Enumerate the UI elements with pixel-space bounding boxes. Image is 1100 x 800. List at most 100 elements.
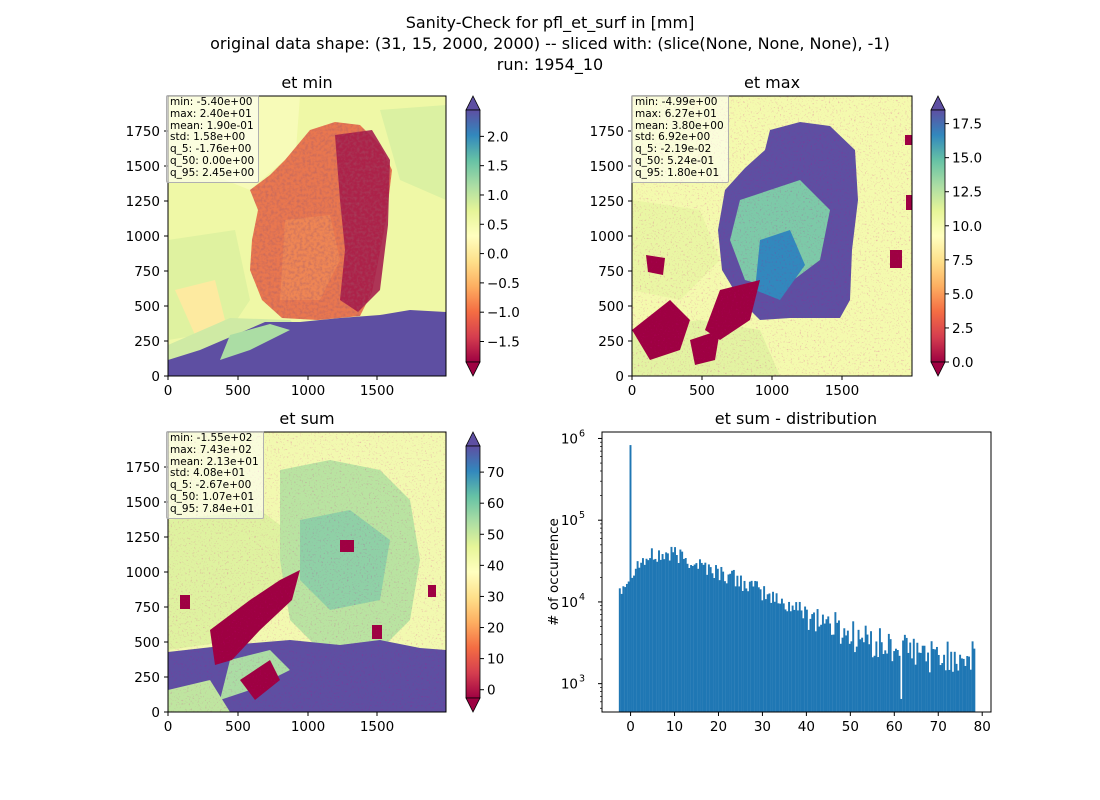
- histogram-bar: [640, 562, 643, 712]
- stat-line: q_95: 1.80e+01: [635, 166, 720, 179]
- histogram-bar: [738, 586, 741, 712]
- histogram-bar: [941, 663, 944, 712]
- y-tick-label: 1000: [126, 565, 160, 581]
- stat-line: min: -4.99e+00: [635, 96, 718, 108]
- histogram-bar: [962, 658, 965, 712]
- histogram-bar: [889, 639, 892, 712]
- histogram-bar: [927, 652, 930, 712]
- histogram-bar: [658, 550, 660, 712]
- colorbar-tick-label: 40: [487, 558, 504, 574]
- stat-line: q_50: 1.07e+01: [170, 490, 255, 503]
- colorbar-tick-label: 7.5: [952, 253, 973, 269]
- histogram-bar: [932, 649, 935, 712]
- histogram-bar: [674, 547, 676, 712]
- histogram-bar: [627, 581, 630, 712]
- heatmap-et-sum: [168, 432, 446, 712]
- histogram-bar: [668, 560, 671, 712]
- histogram-bar: [659, 559, 662, 712]
- suptitle-line-1: Sanity-Check for pfl_et_surf in [mm]: [405, 13, 695, 32]
- colorbar-tick-label: 20: [487, 621, 504, 637]
- histogram-bar: [752, 586, 755, 712]
- histogram-bar: [952, 671, 954, 712]
- histogram-bar: [777, 603, 780, 712]
- histogram-bar: [820, 624, 823, 712]
- x-tick-label: 1500: [360, 719, 394, 735]
- suptitle-line-2: original data shape: (31, 15, 2000, 2000…: [210, 34, 890, 53]
- x-tick-label: 500: [225, 719, 251, 735]
- stat-line: mean: 2.13e+01: [170, 455, 259, 468]
- histogram-bar: [919, 652, 922, 712]
- histogram-bar: [894, 648, 897, 712]
- histogram-bar: [864, 625, 867, 712]
- x-tick-label: 20: [710, 719, 727, 735]
- colorbar-tick-label: 10.0: [952, 219, 982, 235]
- histogram-bar: [736, 575, 739, 712]
- panel-title-distribution: et sum - distribution: [715, 409, 877, 428]
- histogram-bar: [925, 661, 928, 712]
- histogram-bar: [670, 546, 673, 712]
- histogram-bar: [709, 567, 712, 712]
- histogram-bar: [764, 599, 767, 712]
- stat-line: max: 2.40e+01: [170, 107, 252, 120]
- y-tick-label: 10: [561, 677, 578, 693]
- histogram-bar: [953, 651, 956, 712]
- histogram-bar: [855, 646, 858, 712]
- histogram-bar: [811, 614, 814, 712]
- y-tick-label: 0: [615, 369, 624, 385]
- histogram-bar: [903, 634, 906, 712]
- histogram-bar: [757, 587, 760, 712]
- histogram-bar: [805, 609, 808, 712]
- x-tick-label: 0: [164, 383, 173, 399]
- histogram-bar: [966, 656, 969, 712]
- histogram-bar: [807, 629, 810, 712]
- histogram-bar: [829, 623, 832, 712]
- colorbar-tick-label: 12.5: [952, 185, 982, 201]
- y-ticks-et-sum: 0 250 500 750 1000 1250 1500 1750: [126, 460, 168, 721]
- histogram-bar: [880, 642, 883, 712]
- histogram-bar: [706, 574, 709, 712]
- histogram-bar: [739, 575, 742, 712]
- histogram-bar: [711, 573, 714, 712]
- y-tick-label: 500: [598, 299, 624, 315]
- histogram-bar: [823, 623, 826, 712]
- y-tick-exponent: 5: [579, 510, 585, 521]
- histogram-bar: [923, 645, 926, 712]
- y-tick-exponent: 6: [579, 428, 585, 439]
- histogram-bar: [631, 577, 634, 712]
- histogram-bar: [779, 603, 782, 712]
- histogram-bar: [713, 578, 716, 712]
- stat-line: q_95: 7.84e+01: [170, 502, 255, 515]
- panel-et-sum-distribution: et sum - distribution 0 10 20 30 40 50 60 70 80 …: [546, 409, 992, 735]
- histogram-bar: [688, 567, 691, 712]
- x-ticks-et-max: 0 500 1000 1500: [628, 376, 859, 399]
- histogram-bar: [772, 591, 774, 712]
- histogram-bar: [732, 569, 735, 712]
- stat-line: std: 1.58e+00: [170, 131, 246, 144]
- histogram-bar: [909, 642, 912, 712]
- histogram-bar: [704, 562, 707, 712]
- histogram-bar: [625, 583, 628, 712]
- colorbar-tick-label: −0.5: [487, 276, 520, 292]
- histogram-bar: [766, 594, 769, 712]
- histogram-bar: [875, 641, 878, 712]
- histogram-bar: [886, 653, 889, 712]
- stat-line: mean: 1.90e-01: [170, 119, 254, 132]
- histogram-bar: [788, 601, 791, 712]
- y-tick-label: 1750: [590, 124, 624, 140]
- histogram-bar: [775, 593, 778, 712]
- histogram-bar: [852, 621, 855, 712]
- histogram-bar: [634, 568, 637, 712]
- histogram-bar: [882, 654, 885, 712]
- histogram-y-axis-label: # of occurrence: [546, 518, 562, 626]
- histogram-bar: [638, 567, 641, 712]
- histogram-bar: [633, 575, 636, 712]
- histogram-bar: [686, 563, 689, 712]
- histogram-bar: [937, 654, 940, 712]
- colorbar-tick-label: 60: [487, 496, 504, 512]
- stat-line: min: -5.40e+00: [170, 96, 253, 108]
- histogram-bar: [959, 654, 962, 712]
- histogram-bar: [773, 601, 776, 712]
- histogram-bar: [727, 574, 730, 712]
- y-tick-label: 250: [134, 334, 160, 350]
- histogram-bar: [699, 559, 701, 712]
